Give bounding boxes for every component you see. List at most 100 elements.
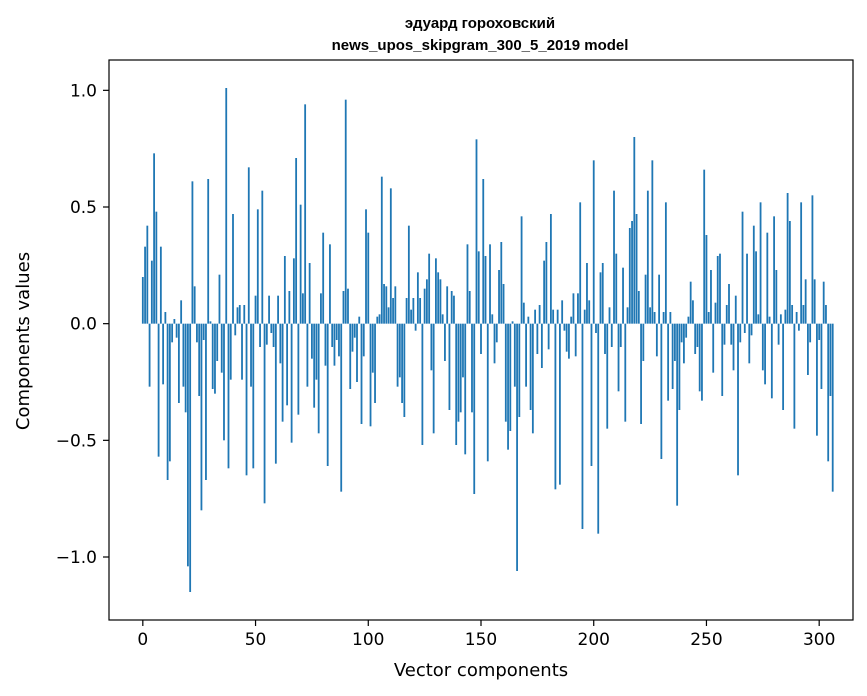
bar	[405, 298, 408, 324]
bar	[232, 214, 234, 324]
bar	[685, 323, 688, 338]
bar	[320, 293, 322, 324]
bar	[448, 323, 451, 410]
bar	[272, 323, 275, 347]
bar	[182, 323, 185, 387]
bar	[270, 323, 273, 333]
bar	[741, 211, 744, 324]
bar	[694, 323, 697, 354]
bar	[570, 316, 573, 324]
bar	[813, 279, 816, 324]
bar	[545, 242, 548, 324]
bar	[653, 312, 656, 324]
bar	[635, 214, 638, 324]
bar	[484, 256, 487, 324]
bar	[286, 323, 289, 406]
bar	[209, 321, 212, 324]
bar	[797, 323, 800, 331]
bar	[502, 284, 505, 324]
bar	[292, 258, 295, 324]
bar	[732, 323, 735, 371]
bar	[773, 216, 775, 324]
bar	[829, 323, 832, 396]
bar	[281, 323, 284, 422]
bar	[556, 309, 559, 324]
bar	[425, 279, 428, 324]
bar	[595, 323, 597, 333]
bar	[254, 295, 257, 324]
bar	[761, 323, 764, 371]
bar	[825, 305, 827, 324]
bar	[457, 323, 460, 422]
bar	[622, 267, 624, 324]
bar	[743, 323, 746, 333]
bar	[193, 286, 196, 324]
bar	[374, 323, 376, 403]
bar	[423, 288, 426, 324]
x-tick-label: 200	[578, 630, 610, 650]
bar	[624, 323, 627, 422]
bar	[489, 244, 491, 324]
bar	[626, 307, 629, 324]
bar	[552, 309, 555, 324]
y-tick-label: 1.0	[70, 81, 97, 101]
bar	[714, 302, 717, 324]
bar	[220, 323, 223, 373]
bar	[175, 323, 178, 338]
bar	[283, 256, 286, 324]
bar	[342, 291, 345, 324]
bar	[308, 263, 311, 324]
bar	[563, 323, 566, 331]
bar	[385, 286, 388, 324]
bar	[398, 323, 401, 378]
bar	[416, 272, 419, 324]
y-tick-label: −0.5	[56, 431, 97, 451]
y-tick-label: −1.0	[56, 548, 97, 568]
bar	[347, 288, 349, 324]
bar	[450, 291, 453, 324]
bar	[509, 323, 512, 431]
bar	[480, 323, 482, 354]
bar	[820, 323, 823, 389]
bar	[466, 244, 469, 324]
bar	[583, 309, 586, 324]
bar	[362, 323, 365, 357]
bar	[311, 323, 313, 359]
bar	[818, 323, 821, 340]
bar	[376, 316, 379, 324]
bar	[712, 323, 715, 373]
bar	[793, 323, 796, 429]
bar	[146, 225, 149, 324]
x-tick-label: 100	[352, 630, 384, 650]
bar	[455, 323, 458, 445]
bar	[637, 291, 640, 324]
bar	[574, 323, 577, 357]
bar	[770, 323, 773, 399]
bar	[331, 323, 334, 347]
bar	[610, 323, 613, 347]
bar	[811, 195, 814, 324]
x-tick-label: 50	[245, 630, 267, 650]
bar	[367, 232, 370, 324]
bar	[238, 305, 241, 324]
bar	[218, 274, 221, 324]
bar	[565, 323, 568, 352]
bar	[568, 323, 570, 359]
bar	[579, 202, 582, 324]
bar	[250, 323, 252, 387]
bar	[816, 323, 818, 436]
bar	[748, 323, 751, 364]
bar	[315, 323, 318, 380]
bar	[353, 323, 356, 338]
bar	[464, 323, 467, 455]
bar	[252, 323, 255, 469]
bar	[788, 221, 791, 324]
bar	[268, 295, 270, 324]
bar	[216, 323, 219, 361]
chart-title-line2: news_upos_skipgram_300_5_2019 model	[332, 37, 629, 54]
bar	[351, 323, 354, 352]
bar	[435, 258, 437, 324]
bar	[561, 300, 564, 324]
bar	[750, 323, 753, 336]
bar	[784, 309, 787, 324]
